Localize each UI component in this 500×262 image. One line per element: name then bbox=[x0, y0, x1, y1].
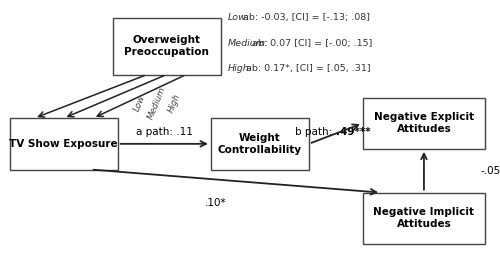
Text: ab: 0.07 [CI] = [-.00; .15]: ab: 0.07 [CI] = [-.00; .15] bbox=[248, 39, 372, 48]
FancyBboxPatch shape bbox=[113, 18, 220, 74]
Text: -.05: -.05 bbox=[480, 166, 500, 176]
Text: a path: .11: a path: .11 bbox=[136, 127, 192, 138]
Text: Medium:: Medium: bbox=[228, 39, 269, 48]
Text: Negative Implicit
Attitudes: Negative Implicit Attitudes bbox=[374, 208, 474, 229]
Text: Overweight
Preoccupation: Overweight Preoccupation bbox=[124, 35, 209, 57]
Text: .10*: .10* bbox=[205, 198, 227, 208]
Text: .49***: .49*** bbox=[336, 127, 370, 138]
Text: Weight
Controllability: Weight Controllability bbox=[218, 133, 302, 155]
Text: ab: 0.17*, [CI] = [.05, .31]: ab: 0.17*, [CI] = [.05, .31] bbox=[242, 64, 370, 73]
FancyBboxPatch shape bbox=[362, 98, 485, 149]
Text: TV Show Exposure: TV Show Exposure bbox=[10, 139, 118, 149]
Text: ab: -0.03, [CI] = [-.13; .08]: ab: -0.03, [CI] = [-.13; .08] bbox=[240, 13, 370, 22]
FancyBboxPatch shape bbox=[362, 193, 485, 244]
Text: High: High bbox=[166, 92, 182, 114]
Text: Medium: Medium bbox=[146, 85, 168, 121]
FancyBboxPatch shape bbox=[10, 118, 118, 170]
Text: Low:: Low: bbox=[228, 13, 250, 22]
Text: b path:: b path: bbox=[295, 127, 336, 138]
Text: High:: High: bbox=[228, 64, 253, 73]
FancyBboxPatch shape bbox=[211, 118, 309, 170]
Text: Low: Low bbox=[132, 93, 147, 112]
Text: Negative Explicit
Attitudes: Negative Explicit Attitudes bbox=[374, 112, 474, 134]
